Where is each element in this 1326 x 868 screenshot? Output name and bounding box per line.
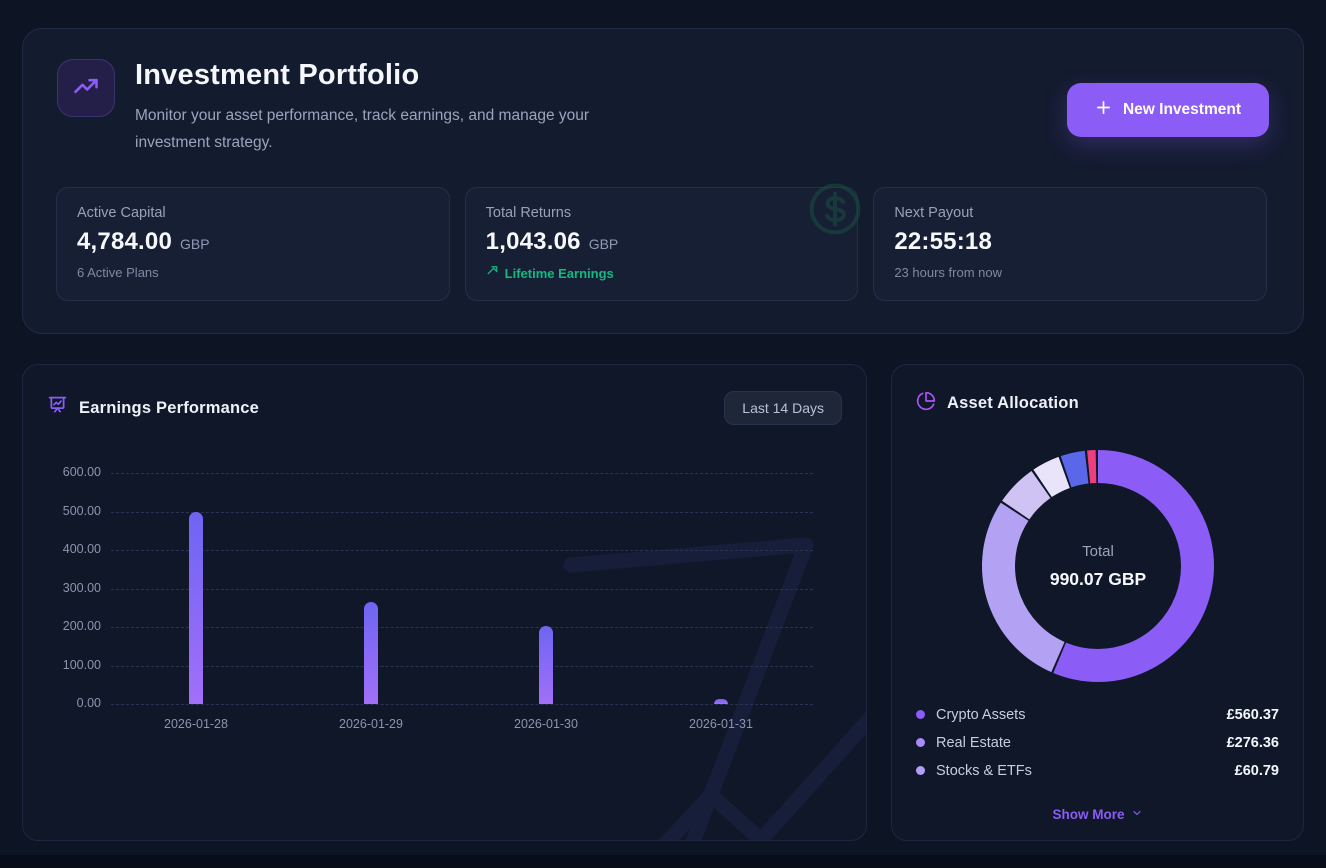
x-axis-tick: 2026-01-28	[164, 717, 228, 731]
y-axis-tick: 300.00	[62, 580, 101, 595]
earnings-bar[interactable]	[539, 625, 553, 704]
new-investment-label: New Investment	[1122, 101, 1241, 118]
earnings-bar[interactable]	[714, 699, 728, 704]
gridline	[111, 511, 813, 513]
stat-label: Total Returns	[485, 205, 572, 221]
stat-value-countdown: 22:55:18	[894, 228, 992, 255]
earnings-bar-chart[interactable]: 600.00 500.00 400.00 300.00 200.00 100.00 0.00…	[63, 465, 813, 731]
y-axis-tick: 0.00	[76, 696, 101, 710]
show-more-button[interactable]: Show More	[892, 807, 1303, 822]
stat-label: Next Payout	[894, 205, 974, 221]
donut-segment[interactable]	[978, 446, 1218, 686]
legend-dot-icon	[916, 738, 925, 747]
x-axis-tick: 2026-01-31	[689, 717, 753, 731]
donut-segment[interactable]	[978, 446, 1218, 686]
stat-subtext: 6 Active Plans	[77, 265, 159, 280]
donut-segment[interactable]	[978, 446, 1218, 686]
y-axis-tick: 100.00	[62, 657, 101, 672]
allocation-donut-chart[interactable]: Total 990.07 GBP	[978, 446, 1218, 686]
legend-asset-amount: £276.36	[1226, 734, 1279, 751]
allocation-legend: Crypto Assets £560.37 Real Estate £276.36 St…	[916, 705, 1279, 780]
earnings-chart-title: Earnings Performance	[79, 398, 260, 417]
earnings-bar[interactable]	[189, 511, 203, 704]
stat-subtext-positive: Lifetime Earnings	[486, 265, 838, 281]
legend-asset-name: Real Estate	[936, 734, 1011, 751]
gridline	[111, 588, 813, 590]
gridline	[111, 473, 813, 474]
earnings-bar[interactable]	[364, 601, 378, 704]
new-investment-button[interactable]: New Investment	[1066, 83, 1269, 137]
y-axis-tick: 400.00	[62, 542, 101, 556]
stat-currency: GBP	[180, 236, 210, 252]
plus-icon	[1095, 99, 1112, 121]
page-subtitle: Monitor your asset performance, track ea…	[135, 107, 590, 151]
stat-card-total-returns: Total Returns 1,043.06 GBP Lifetime Earn…	[464, 183, 861, 301]
pie-chart-icon	[916, 391, 936, 416]
arrow-up-right-icon	[486, 265, 499, 281]
legend-row[interactable]: Real Estate £276.36	[916, 733, 1279, 752]
x-axis-tick: 2026-01-29	[339, 717, 403, 731]
asset-allocation-card: Asset Allocation Total 990.07 GBP Crypto…	[891, 364, 1304, 841]
legend-asset-amount: £560.37	[1226, 706, 1279, 723]
stat-value: 1,043.06	[485, 228, 581, 255]
y-axis-tick: 200.00	[62, 619, 101, 633]
stat-card-next-payout: Next Payout 22:55:18 23 hours from now	[873, 187, 1267, 301]
legend-asset-name: Stocks & ETFs	[936, 762, 1032, 779]
next-section-edge	[0, 855, 1326, 868]
stat-subtext: 23 hours from now	[894, 265, 1002, 280]
legend-asset-amount: £60.79	[1234, 762, 1279, 779]
legend-dot-icon	[916, 710, 925, 719]
page-title: Investment Portfolio	[135, 59, 420, 91]
earnings-performance-card: Earnings Performance Last 14 Days 600.00…	[22, 364, 867, 841]
stats-row: Active Capital 4,784.00 GBP 6 Active Pla…	[56, 183, 1267, 301]
y-axis-tick: 500.00	[62, 503, 101, 518]
donut-segment[interactable]	[982, 450, 1214, 682]
allocation-chart-title: Asset Allocation	[947, 394, 1079, 412]
stat-currency: GBP	[588, 236, 619, 252]
range-selector-button[interactable]: Last 14 Days	[724, 391, 842, 425]
gridline	[111, 704, 813, 705]
gridline	[111, 550, 813, 551]
gridline	[111, 665, 813, 667]
x-axis-tick: 2026-01-30	[514, 717, 578, 731]
stat-label: Active Capital	[77, 205, 166, 221]
legend-asset-name: Crypto Assets	[936, 706, 1026, 723]
gridline	[111, 627, 813, 628]
legend-dot-icon	[916, 766, 925, 775]
trending-up-icon	[72, 72, 100, 105]
portfolio-icon-box	[57, 59, 115, 117]
y-axis-tick: 600.00	[62, 465, 101, 479]
donut-segment[interactable]	[978, 446, 1218, 686]
chevron-down-icon	[1131, 807, 1143, 822]
stat-value: 4,784.00	[77, 228, 173, 255]
portfolio-header-card: Investment Portfolio Monitor your asset …	[22, 28, 1304, 334]
legend-row[interactable]: Stocks & ETFs £60.79	[916, 761, 1279, 780]
presentation-chart-icon	[47, 395, 68, 421]
donut-segment[interactable]	[982, 450, 1214, 682]
stat-card-active-capital: Active Capital 4,784.00 GBP 6 Active Pla…	[56, 187, 450, 301]
legend-row[interactable]: Crypto Assets £560.37	[916, 705, 1279, 724]
